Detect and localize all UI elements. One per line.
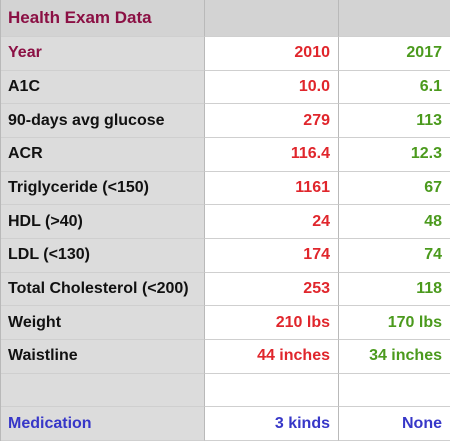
value-2017[interactable]: None bbox=[339, 407, 450, 441]
value-2017[interactable] bbox=[339, 374, 450, 408]
row-label[interactable]: Year bbox=[1, 37, 205, 71]
value-2010[interactable] bbox=[205, 373, 339, 408]
value-2017[interactable]: 67 bbox=[339, 172, 450, 206]
value-2017[interactable]: 12.3 bbox=[339, 138, 450, 172]
value-2010[interactable]: 10.0 bbox=[205, 70, 339, 105]
table-title[interactable]: Health Exam Data bbox=[1, 0, 205, 37]
value-2010[interactable]: 24 bbox=[205, 205, 339, 239]
value-2010[interactable]: 116.4 bbox=[205, 137, 339, 172]
row-label[interactable]: Waistline bbox=[1, 339, 205, 374]
row-label[interactable]: LDL (<130) bbox=[1, 238, 205, 273]
value-2017[interactable]: 118 bbox=[339, 273, 450, 307]
value-2010[interactable]: 279 bbox=[205, 104, 339, 138]
value-2010[interactable]: 253 bbox=[205, 272, 339, 307]
value-2010[interactable]: 2010 bbox=[205, 37, 339, 71]
row-label[interactable] bbox=[1, 373, 205, 408]
row-label[interactable]: ACR bbox=[1, 137, 205, 172]
value-2010[interactable]: 1161 bbox=[205, 171, 339, 206]
row-label[interactable]: Total Cholesterol (<200) bbox=[1, 272, 205, 307]
value-2017[interactable]: 6.1 bbox=[339, 71, 450, 105]
value-2010[interactable]: 3 kinds bbox=[205, 407, 339, 441]
row-label[interactable]: Medication bbox=[1, 407, 205, 441]
value-2017[interactable]: 74 bbox=[339, 239, 450, 273]
row-label[interactable]: HDL (>40) bbox=[1, 205, 205, 239]
value-2017[interactable]: 48 bbox=[339, 205, 450, 239]
value-2010[interactable]: 174 bbox=[205, 238, 339, 273]
value-2017[interactable]: 34 inches bbox=[339, 340, 450, 374]
header-cell-2017[interactable] bbox=[339, 0, 450, 37]
row-label[interactable]: A1C bbox=[1, 70, 205, 105]
row-label[interactable]: Triglyceride (<150) bbox=[1, 171, 205, 206]
value-2010[interactable]: 44 inches bbox=[205, 339, 339, 374]
value-2017[interactable]: 113 bbox=[339, 104, 450, 138]
value-2010[interactable]: 210 lbs bbox=[205, 306, 339, 340]
row-label[interactable]: 90-days avg glucose bbox=[1, 104, 205, 138]
value-2017[interactable]: 170 lbs bbox=[339, 306, 450, 340]
value-2017[interactable]: 2017 bbox=[339, 37, 450, 71]
row-label[interactable]: Weight bbox=[1, 306, 205, 340]
header-cell-2010[interactable] bbox=[205, 0, 339, 37]
